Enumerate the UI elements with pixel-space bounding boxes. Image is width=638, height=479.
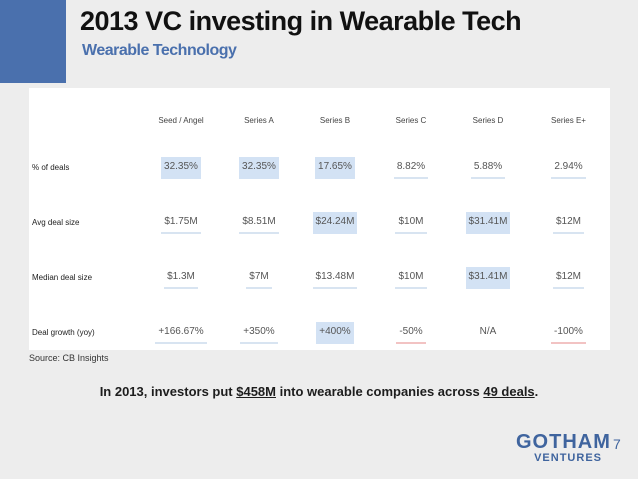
slide-subtitle: Wearable Technology [82,42,237,59]
cell-value: 2.94% [551,157,586,179]
table-cell: +350% [221,305,297,360]
table-cell: $1.3M [141,250,221,305]
table-cell: $1.75M [141,195,221,250]
table-row: Deal growth (yoy) +166.67% +350% +400% -… [29,305,610,360]
accent-bar [0,0,66,83]
table-cell: 2.94% [527,140,610,195]
table-cell: $31.41M [449,195,527,250]
summary-text: In 2013, investors put $458M into wearab… [0,384,638,399]
cell-value: $1.75M [161,212,201,234]
header-series-c: Series C [395,115,427,125]
table-row: % of deals 32.35% 32.35% 17.65% 8.82% 5.… [29,140,610,195]
table-cell: $7M [221,250,297,305]
cell-value: $31.41M [465,266,511,289]
cell-value: -50% [396,322,426,344]
cell-value: $8.51M [239,212,279,234]
cell-value: +400% [316,321,354,344]
header-corner [29,88,141,140]
row-label: Deal growth (yoy) [32,328,95,337]
cell-value: 32.35% [239,156,279,179]
cell-value: $7M [246,267,272,289]
summary-part: . [534,384,539,399]
summary-deals: 49 deals [483,384,535,399]
table-row: Median deal size $1.3M $7M $13.48M $10M … [29,250,610,305]
cell-value: $10M [395,212,427,234]
header-series-d: Series D [472,115,504,125]
logo-line-1: GOTHAM [516,431,611,453]
cell-value: +350% [240,322,278,344]
header-series-a: Series A [244,115,274,125]
table-cell: $10M [373,195,449,250]
row-label: Median deal size [32,273,93,282]
cell-value: $1.3M [164,267,198,289]
slide-title: 2013 VC investing in Wearable Tech [80,6,522,36]
table-cell: $12M [527,250,610,305]
gotham-ventures-logo: GOTHAM VENTURES [516,431,611,464]
cell-value: $12M [552,212,584,234]
cell-value: N/A [479,325,497,337]
table-row: Avg deal size $1.75M $8.51M $24.24M $10M… [29,195,610,250]
table-cell: $10M [373,250,449,305]
cell-value: $13.48M [312,267,358,289]
cell-value: +166.67% [155,322,207,344]
cell-value: $31.41M [465,211,511,234]
header-seed-angel: Seed / Angel [158,115,204,125]
cell-value: 8.82% [393,157,429,179]
table-cell: $13.48M [297,250,373,305]
cell-value: $12M [552,267,584,289]
source-note: Source: CB Insights [29,353,109,363]
summary-part: In 2013, investors put [99,384,237,399]
summary-amount: $458M [236,384,276,399]
table-cell: $12M [527,195,610,250]
header-series-b: Series B [319,115,351,125]
row-label: % of deals [32,163,70,172]
table-cell: +400% [297,305,373,360]
table-panel: Seed / Angel Series A Series B Series C … [29,88,610,350]
table-cell: $31.41M [449,250,527,305]
table-cell: 32.35% [221,140,297,195]
table-cell: 32.35% [141,140,221,195]
table-cell: -50% [373,305,449,360]
vc-deals-table: Seed / Angel Series A Series B Series C … [29,88,610,360]
cell-value: 5.88% [470,157,506,179]
table-cell: 5.88% [449,140,527,195]
cell-value: $24.24M [312,211,358,234]
header-series-e-plus: Series E+ [551,115,586,125]
cell-value: -100% [551,322,586,344]
table-cell: $24.24M [297,195,373,250]
table-cell: 8.82% [373,140,449,195]
table-cell: $8.51M [221,195,297,250]
page-number: 7 [613,436,621,452]
table-cell: -100% [527,305,610,360]
cell-value: 32.35% [161,156,201,179]
logo-line-2: VENTURES [534,452,602,464]
summary-part: into wearable companies across [275,384,484,399]
cell-value: $10M [395,267,427,289]
table-cell: 17.65% [297,140,373,195]
table-cell: +166.67% [141,305,221,360]
cell-value: 17.65% [315,156,355,179]
row-label: Avg deal size [32,218,80,227]
table-cell: N/A [449,305,527,360]
table-header-row: Seed / Angel Series A Series B Series C … [29,88,610,140]
